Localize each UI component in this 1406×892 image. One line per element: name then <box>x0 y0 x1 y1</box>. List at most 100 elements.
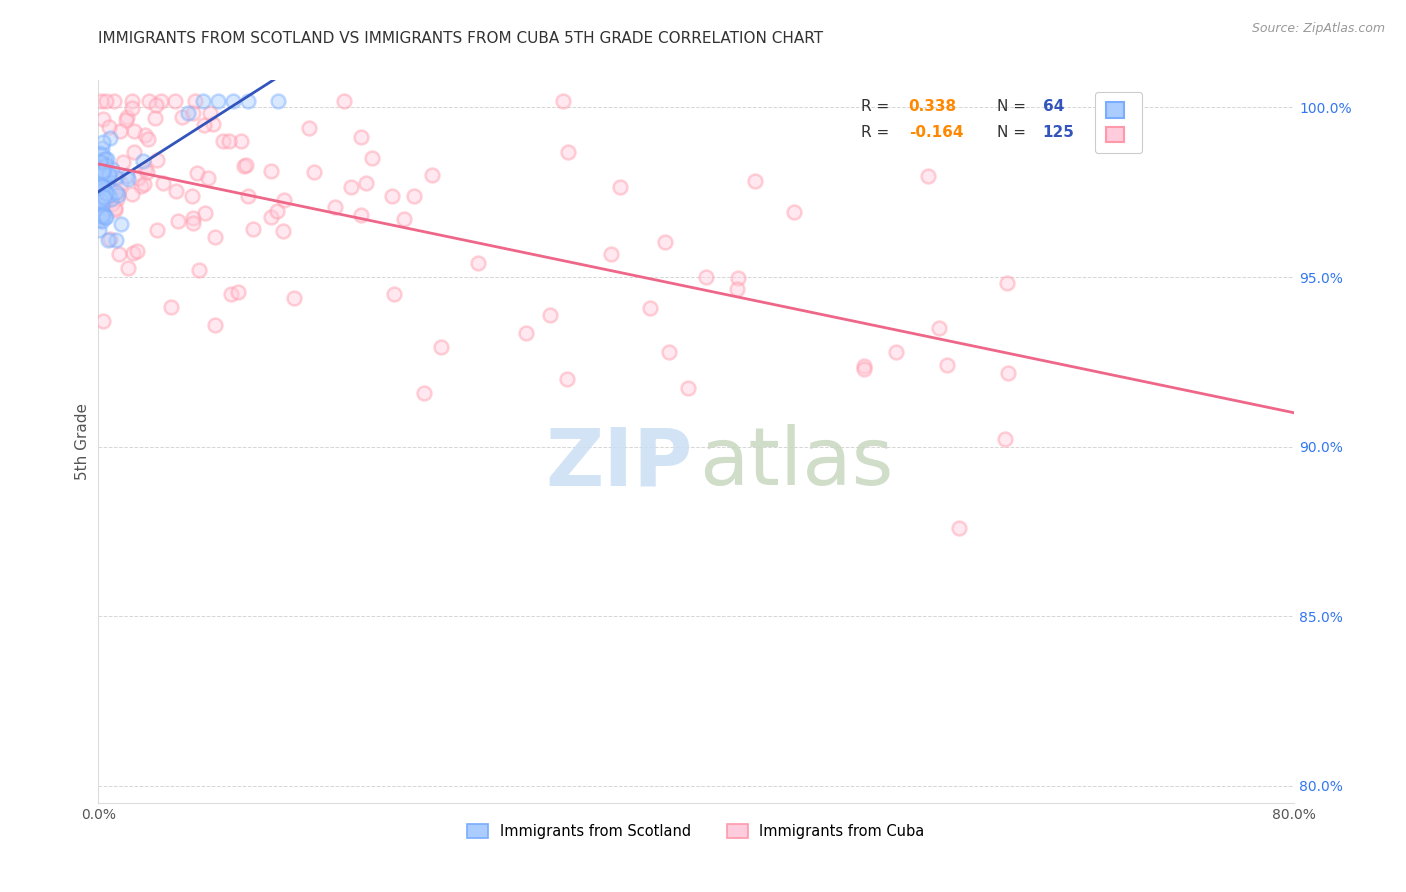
Point <box>98 130 121 145</box>
Point <box>236 94 259 108</box>
Point <box>298 120 321 135</box>
Text: -0.164: -0.164 <box>908 125 963 140</box>
Point <box>108 246 131 260</box>
Text: N =: N = <box>997 99 1031 114</box>
Point <box>93 190 115 204</box>
Point <box>658 345 681 359</box>
Point <box>134 128 156 143</box>
Point <box>678 381 700 395</box>
Point <box>333 94 356 108</box>
Point <box>91 135 114 149</box>
Point <box>212 134 235 148</box>
Point <box>599 246 621 260</box>
Point <box>91 112 114 126</box>
Point <box>89 178 111 192</box>
Point <box>96 153 118 167</box>
Point <box>184 94 207 108</box>
Point <box>94 210 117 224</box>
Point <box>89 211 111 225</box>
Point <box>134 178 156 192</box>
Point <box>115 113 138 128</box>
Point <box>93 176 115 190</box>
Point <box>727 270 749 285</box>
Point <box>273 193 295 207</box>
Point <box>90 146 112 161</box>
Point <box>87 223 110 237</box>
Point <box>97 174 120 188</box>
Y-axis label: 5th Grade: 5th Grade <box>75 403 90 480</box>
Point <box>197 170 219 185</box>
Point <box>104 201 127 215</box>
Point <box>165 184 187 198</box>
Point <box>91 169 114 183</box>
Text: 125: 125 <box>1043 125 1074 140</box>
Point <box>91 209 114 223</box>
Point <box>94 194 117 208</box>
Point <box>995 276 1018 290</box>
Text: Source: ZipAtlas.com: Source: ZipAtlas.com <box>1251 22 1385 36</box>
Point <box>150 94 173 108</box>
Point <box>350 130 373 145</box>
Point <box>194 206 217 220</box>
Point <box>181 216 204 230</box>
Point <box>267 94 290 108</box>
Point <box>90 168 112 182</box>
Point <box>90 198 112 212</box>
Point <box>204 318 226 333</box>
Point <box>609 180 631 194</box>
Point <box>165 94 187 108</box>
Point <box>117 110 139 124</box>
Point <box>553 94 575 108</box>
Point <box>340 180 363 194</box>
Point <box>94 210 117 224</box>
Point <box>125 244 148 259</box>
Point <box>181 211 204 225</box>
Point <box>725 282 748 296</box>
Point <box>170 110 193 124</box>
Point <box>121 101 143 115</box>
Point <box>89 155 111 169</box>
Point <box>350 208 373 222</box>
Point <box>97 167 120 181</box>
Point <box>201 117 224 131</box>
Point <box>89 213 111 227</box>
Point <box>242 222 264 236</box>
Point <box>111 155 134 169</box>
Point <box>382 286 405 301</box>
Point <box>108 124 131 138</box>
Point <box>145 223 167 237</box>
Text: R =: R = <box>860 99 894 114</box>
Text: IMMIGRANTS FROM SCOTLAND VS IMMIGRANTS FROM CUBA 5TH GRADE CORRELATION CHART: IMMIGRANTS FROM SCOTLAND VS IMMIGRANTS F… <box>98 31 824 46</box>
Text: 64: 64 <box>1043 99 1064 114</box>
Point <box>91 141 114 155</box>
Point <box>117 172 139 186</box>
Point <box>207 94 229 108</box>
Point <box>110 217 132 231</box>
Point <box>89 166 111 180</box>
Point <box>181 106 204 120</box>
Point <box>302 165 325 179</box>
Point <box>104 202 127 217</box>
Point <box>177 105 200 120</box>
Point <box>105 186 128 200</box>
Point <box>783 205 806 219</box>
Point <box>98 188 121 202</box>
Point <box>127 170 149 185</box>
Point <box>91 165 114 179</box>
Point <box>89 191 111 205</box>
Point <box>538 309 561 323</box>
Point <box>105 192 128 206</box>
Point <box>695 269 717 284</box>
Point <box>744 174 766 188</box>
Point <box>90 214 112 228</box>
Point <box>91 176 114 190</box>
Legend: Immigrants from Scotland, Immigrants from Cuba: Immigrants from Scotland, Immigrants fro… <box>460 816 932 847</box>
Point <box>105 171 128 186</box>
Point <box>97 233 120 247</box>
Point <box>103 94 125 108</box>
Point <box>160 300 183 314</box>
Point <box>260 164 283 178</box>
Point <box>236 189 259 203</box>
Point <box>91 206 114 220</box>
Point <box>91 164 114 178</box>
